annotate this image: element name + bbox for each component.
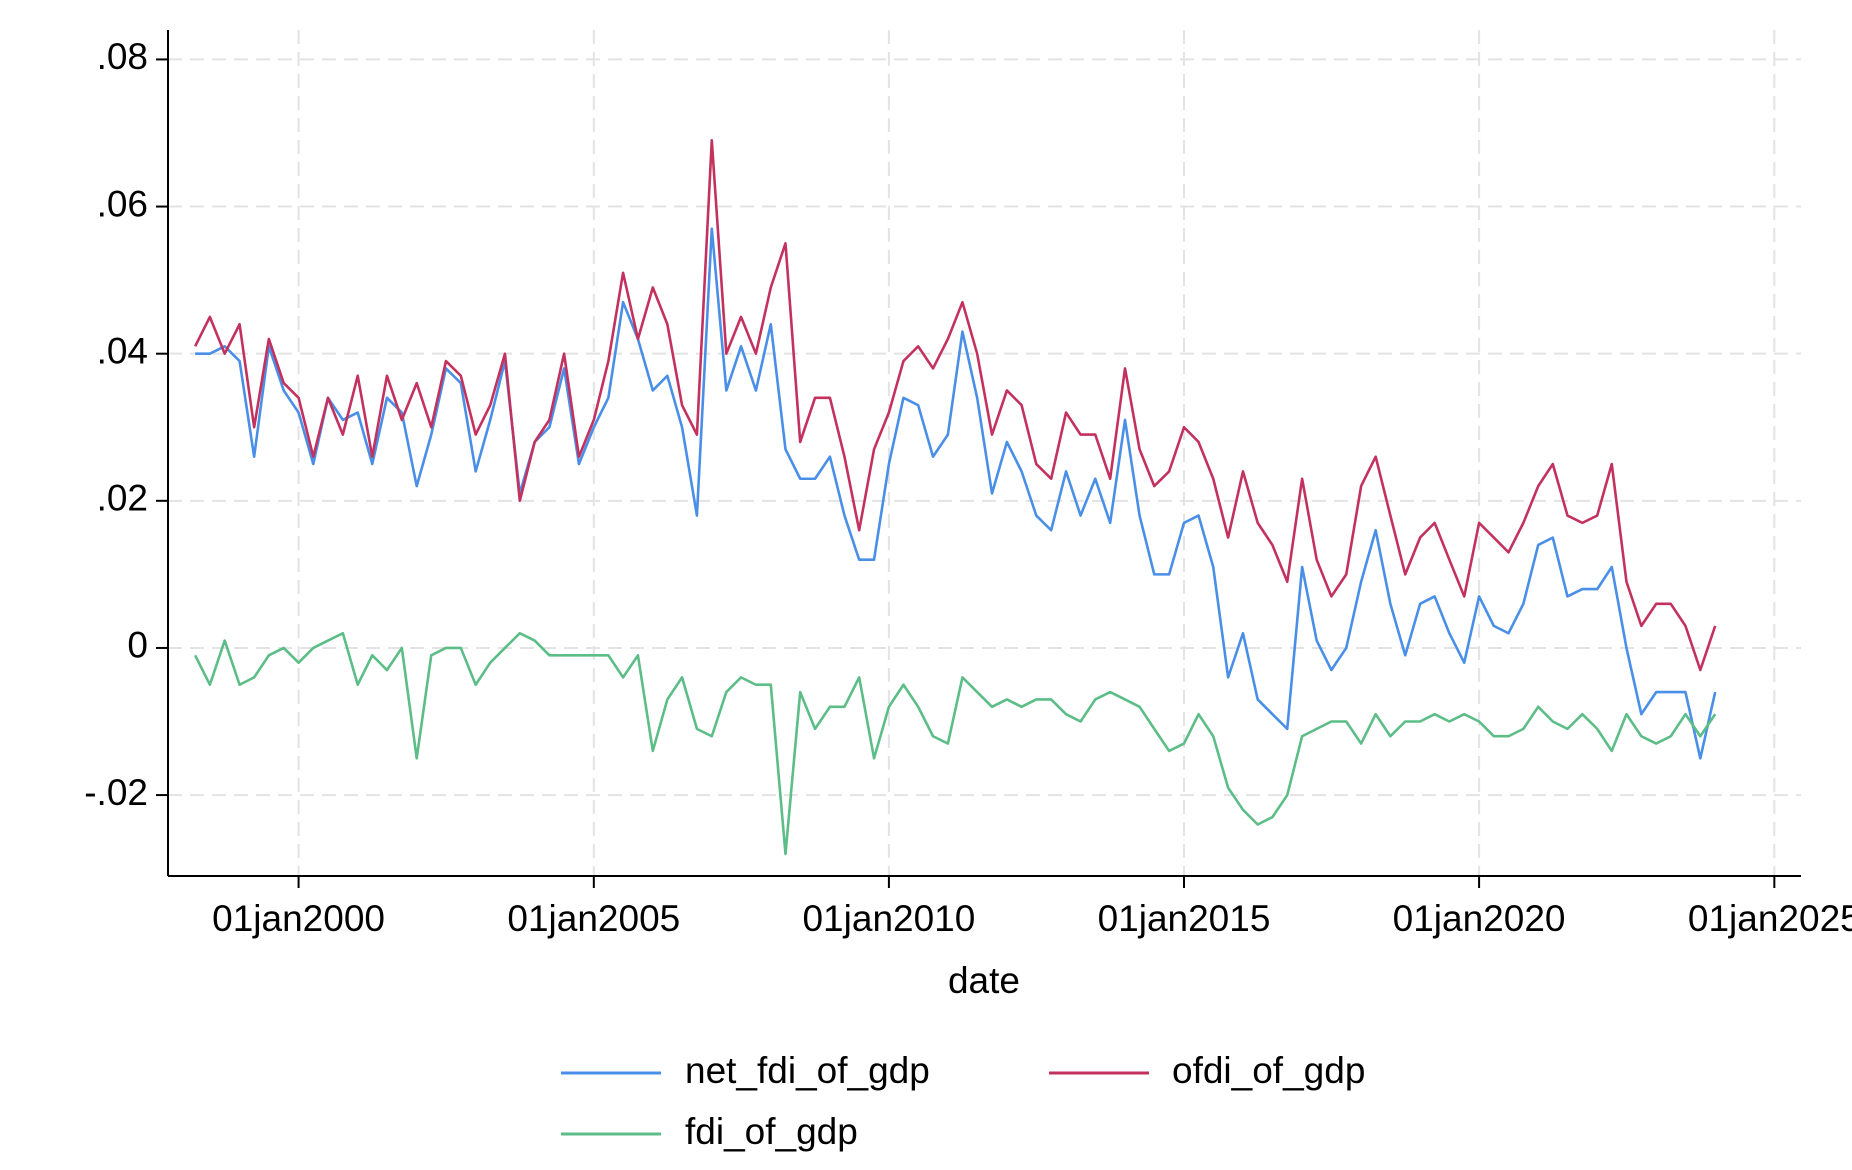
y-tick-label: .04 (97, 330, 148, 371)
x-tick-label: 01jan2005 (507, 898, 680, 939)
y-tick-label: .08 (97, 36, 148, 77)
series-line (195, 227, 1717, 760)
x-axis-title: date (948, 960, 1020, 1001)
series-line (193, 139, 1717, 672)
y-tick-label: 0 (127, 625, 148, 666)
series-line (193, 631, 1717, 856)
y-tick-label: -.02 (84, 772, 148, 813)
x-tick-label: 01jan2020 (1393, 898, 1566, 939)
legend-label: fdi_of_gdp (685, 1111, 858, 1152)
y-tick-label: .06 (97, 183, 148, 224)
legend-label: ofdi_of_gdp (1172, 1050, 1365, 1091)
x-tick-label: 01jan2000 (212, 898, 385, 939)
x-tick-label: 01jan2010 (802, 898, 975, 939)
legend-label: net_fdi_of_gdp (685, 1050, 930, 1091)
y-tick-label: .02 (97, 478, 148, 519)
x-tick-label: 01jan2025 (1688, 898, 1852, 939)
x-tick-label: 01jan2015 (1098, 898, 1271, 939)
